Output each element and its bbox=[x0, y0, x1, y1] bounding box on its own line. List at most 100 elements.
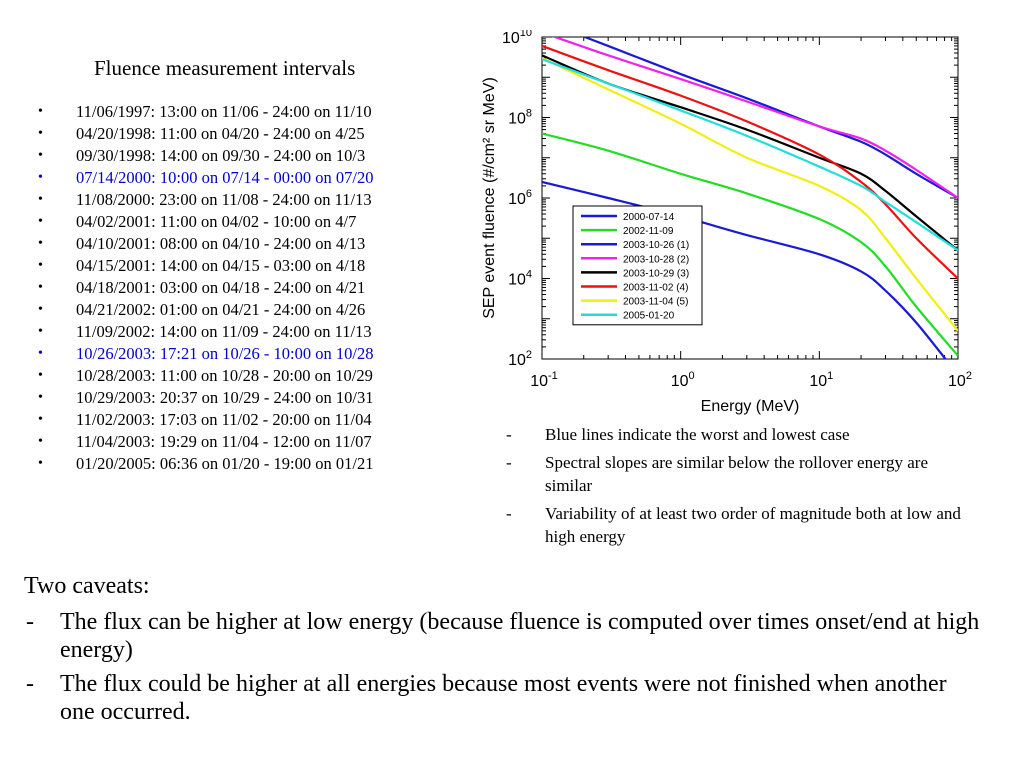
interval-text: 07/14/2000: 10:00 on 07/14 - 00:00 on 07… bbox=[76, 168, 374, 187]
legend-label: 2003-11-04 (5) bbox=[623, 297, 688, 308]
bullet-icon: • bbox=[38, 126, 43, 141]
legend-label: 2000-07-14 bbox=[623, 212, 675, 223]
bullet-icon: • bbox=[38, 412, 43, 427]
dash-marker: - bbox=[506, 453, 512, 472]
series-line bbox=[542, 132, 958, 357]
legend-label: 2003-11-02 (4) bbox=[623, 283, 688, 294]
caveat-item-text: The flux can be higher at low energy (be… bbox=[60, 609, 980, 663]
tick-base: 10 bbox=[508, 352, 526, 369]
legend-label: 2003-10-26 (1) bbox=[623, 240, 689, 251]
note-item: - Variability of at least two order of ma… bbox=[500, 502, 970, 548]
tick-base: 10 bbox=[508, 191, 526, 208]
interval-item: • 07/14/2000: 10:00 on 07/14 - 00:00 on 0… bbox=[30, 167, 470, 189]
interval-text: 09/30/1998: 14:00 on 09/30 - 24:00 on 10… bbox=[76, 146, 366, 165]
interval-item: • 04/10/2001: 08:00 on 04/10 - 24:00 on 4… bbox=[30, 233, 470, 255]
legend-label: 2003-10-28 (2) bbox=[623, 254, 689, 265]
y-tick-label: 102 bbox=[508, 349, 532, 369]
y-tick-label: 106 bbox=[508, 188, 532, 208]
legend-label: 2003-10-29 (3) bbox=[623, 268, 689, 279]
x-tick-label: 10-1 bbox=[530, 370, 558, 390]
bullet-icon: • bbox=[38, 456, 43, 471]
interval-text: 11/08/2000: 23:00 on 11/08 - 24:00 on 11… bbox=[76, 190, 372, 209]
bullet-icon: • bbox=[38, 170, 43, 185]
x-axis-label: Energy (MeV) bbox=[701, 398, 800, 415]
interval-text: 11/02/2003: 17:03 on 11/02 - 20:00 on 11… bbox=[76, 410, 372, 429]
caveat-item: - The flux can be higher at low energy (b… bbox=[24, 608, 984, 664]
note-item-text: Spectral slopes are similar below the ro… bbox=[545, 453, 928, 495]
bullet-icon: • bbox=[38, 192, 43, 207]
bullet-icon: • bbox=[38, 324, 43, 339]
series-line bbox=[551, 37, 958, 199]
interval-text: 11/04/2003: 19:29 on 11/04 - 12:00 on 11… bbox=[76, 432, 372, 451]
interval-text: 04/15/2001: 14:00 on 04/15 - 03:00 on 4/… bbox=[76, 256, 366, 275]
tick-base: 10 bbox=[809, 373, 827, 390]
bullet-icon: • bbox=[38, 302, 43, 317]
interval-text: 11/06/1997: 13:00 on 11/06 - 24:00 on 11… bbox=[76, 102, 372, 121]
interval-text: 04/10/2001: 08:00 on 04/10 - 24:00 on 4/… bbox=[76, 234, 366, 253]
bullet-icon: • bbox=[38, 214, 43, 229]
tick-base: 10 bbox=[508, 111, 526, 128]
interval-text: 04/02/2001: 11:00 on 04/02 - 10:00 on 4/… bbox=[76, 212, 357, 231]
tick-exponent: 2 bbox=[526, 349, 532, 361]
caveat-item-text: The flux could be higher at all energies… bbox=[60, 671, 947, 725]
legend-label: 2005-01-20 bbox=[623, 311, 675, 322]
dash-marker: - bbox=[506, 425, 512, 444]
interval-text: 11/09/2002: 14:00 on 11/09 - 24:00 on 11… bbox=[76, 322, 372, 341]
x-tick-label: 102 bbox=[948, 370, 972, 390]
x-tick-label: 101 bbox=[809, 370, 833, 390]
note-item-text: Variability of at least two order of mag… bbox=[545, 504, 961, 546]
tick-exponent: 1 bbox=[827, 370, 833, 382]
series-line bbox=[542, 57, 958, 332]
bullet-icon: • bbox=[38, 258, 43, 273]
interval-text: 04/21/2002: 01:00 on 04/21 - 24:00 on 4/… bbox=[76, 300, 366, 319]
dash-marker: - bbox=[26, 671, 34, 697]
interval-item: • 10/26/2003: 17:21 on 10/26 - 10:00 on 1… bbox=[30, 343, 470, 365]
interval-text: 10/26/2003: 17:21 on 10/26 - 10:00 on 10… bbox=[76, 344, 374, 363]
bullet-icon: • bbox=[38, 368, 43, 383]
caveat-item: - The flux could be higher at all energie… bbox=[24, 670, 984, 726]
tick-exponent: 6 bbox=[526, 188, 532, 200]
bullet-icon: • bbox=[38, 280, 43, 295]
series-line bbox=[542, 44, 958, 280]
interval-item: • 04/20/1998: 11:00 on 04/20 - 24:00 on 4… bbox=[30, 123, 470, 145]
interval-item: • 11/09/2002: 14:00 on 11/09 - 24:00 on 1… bbox=[30, 321, 470, 343]
interval-item: • 04/18/2001: 03:00 on 04/18 - 24:00 on 4… bbox=[30, 277, 470, 299]
bullet-icon: • bbox=[38, 346, 43, 361]
bullet-icon: • bbox=[38, 104, 43, 119]
y-tick-label: 104 bbox=[508, 269, 532, 289]
interval-text: 10/28/2003: 11:00 on 10/28 - 20:00 on 10… bbox=[76, 366, 373, 385]
interval-item: • 10/29/2003: 20:37 on 10/29 - 24:00 on 1… bbox=[30, 387, 470, 409]
interval-item: • 10/28/2003: 11:00 on 10/28 - 20:00 on 1… bbox=[30, 365, 470, 387]
interval-item: • 09/30/1998: 14:00 on 09/30 - 24:00 on 1… bbox=[30, 145, 470, 167]
bullet-icon: • bbox=[38, 236, 43, 251]
tick-exponent: 4 bbox=[526, 269, 532, 281]
note-item: - Spectral slopes are similar below the r… bbox=[500, 451, 970, 497]
tick-exponent: 2 bbox=[966, 370, 972, 382]
interval-text: 10/29/2003: 20:37 on 10/29 - 24:00 on 10… bbox=[76, 388, 374, 407]
dash-marker: - bbox=[26, 609, 34, 635]
y-tick-label: 1010 bbox=[502, 30, 532, 47]
interval-item: • 04/15/2001: 14:00 on 04/15 - 03:00 on 4… bbox=[30, 255, 470, 277]
bullet-icon: • bbox=[38, 390, 43, 405]
y-axis-label: SEP event fluence (#/cm² sr MeV) bbox=[481, 77, 498, 319]
series-line bbox=[542, 58, 958, 252]
legend-label: 2002-11-09 bbox=[623, 226, 674, 237]
fluence-chart: 10-1 100 101 102 102 104 106 108 1010 Energy (MeV… bbox=[476, 27, 976, 415]
bullet-icon: • bbox=[38, 148, 43, 163]
tick-exponent: -1 bbox=[548, 370, 558, 382]
series-line bbox=[542, 180, 947, 359]
x-tick-label: 100 bbox=[671, 370, 695, 390]
tick-base: 10 bbox=[530, 373, 548, 390]
tick-exponent: 10 bbox=[520, 30, 532, 39]
note-item: - Blue lines indicate the worst and lowes… bbox=[500, 423, 970, 446]
caveats-list: - The flux can be higher at low energy (b… bbox=[24, 608, 984, 726]
interval-item: • 04/21/2002: 01:00 on 04/21 - 24:00 on 4… bbox=[30, 299, 470, 321]
intervals-list: • 11/06/1997: 13:00 on 11/06 - 24:00 on 1… bbox=[30, 101, 470, 475]
y-tick-label: 108 bbox=[508, 108, 532, 128]
interval-text: 01/20/2005: 06:36 on 01/20 - 19:00 on 01… bbox=[76, 454, 374, 473]
notes-list: - Blue lines indicate the worst and lowes… bbox=[500, 423, 970, 553]
tick-base: 10 bbox=[948, 373, 966, 390]
intervals-panel: Fluence measurement intervals • 11/06/199… bbox=[30, 56, 470, 475]
interval-text: 04/20/1998: 11:00 on 04/20 - 24:00 on 4/… bbox=[76, 124, 365, 143]
tick-base: 10 bbox=[502, 30, 520, 47]
